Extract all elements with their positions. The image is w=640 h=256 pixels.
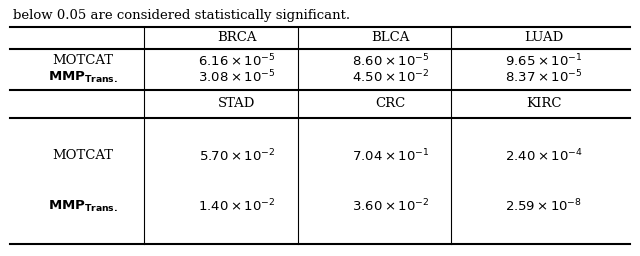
Text: $8.60 \times 10^{-5}$: $8.60 \times 10^{-5}$ — [351, 53, 429, 69]
Text: MOTCAT: MOTCAT — [52, 55, 114, 67]
Text: $5.70 \times 10^{-2}$: $5.70 \times 10^{-2}$ — [198, 147, 275, 164]
Text: $2.59 \times 10^{-8}$: $2.59 \times 10^{-8}$ — [506, 198, 582, 215]
Text: LUAD: LUAD — [524, 31, 564, 44]
Text: $7.04 \times 10^{-1}$: $7.04 \times 10^{-1}$ — [351, 147, 429, 164]
Text: $\mathbf{MMP}_{\mathbf{Trans.}}$: $\mathbf{MMP}_{\mathbf{Trans.}}$ — [48, 199, 118, 214]
Text: CRC: CRC — [375, 97, 406, 110]
Text: BRCA: BRCA — [217, 31, 257, 44]
Text: BLCA: BLCA — [371, 31, 410, 44]
Text: $\mathbf{MMP}_{\mathbf{Trans.}}$: $\mathbf{MMP}_{\mathbf{Trans.}}$ — [48, 70, 118, 85]
Text: $1.40 \times 10^{-2}$: $1.40 \times 10^{-2}$ — [198, 198, 275, 215]
Text: $2.40 \times 10^{-4}$: $2.40 \times 10^{-4}$ — [505, 147, 583, 164]
Text: STAD: STAD — [218, 97, 255, 110]
Text: $8.37 \times 10^{-5}$: $8.37 \times 10^{-5}$ — [505, 69, 583, 86]
Text: $3.08 \times 10^{-5}$: $3.08 \times 10^{-5}$ — [198, 69, 276, 86]
Text: $9.65 \times 10^{-1}$: $9.65 \times 10^{-1}$ — [505, 53, 583, 69]
Text: $6.16 \times 10^{-5}$: $6.16 \times 10^{-5}$ — [198, 53, 276, 69]
Text: $4.50 \times 10^{-2}$: $4.50 \times 10^{-2}$ — [352, 69, 429, 86]
Text: KIRC: KIRC — [526, 97, 562, 110]
Text: $3.60 \times 10^{-2}$: $3.60 \times 10^{-2}$ — [352, 198, 429, 215]
Text: below 0.05 are considered statistically significant.: below 0.05 are considered statistically … — [13, 9, 350, 22]
Text: MOTCAT: MOTCAT — [52, 149, 114, 162]
